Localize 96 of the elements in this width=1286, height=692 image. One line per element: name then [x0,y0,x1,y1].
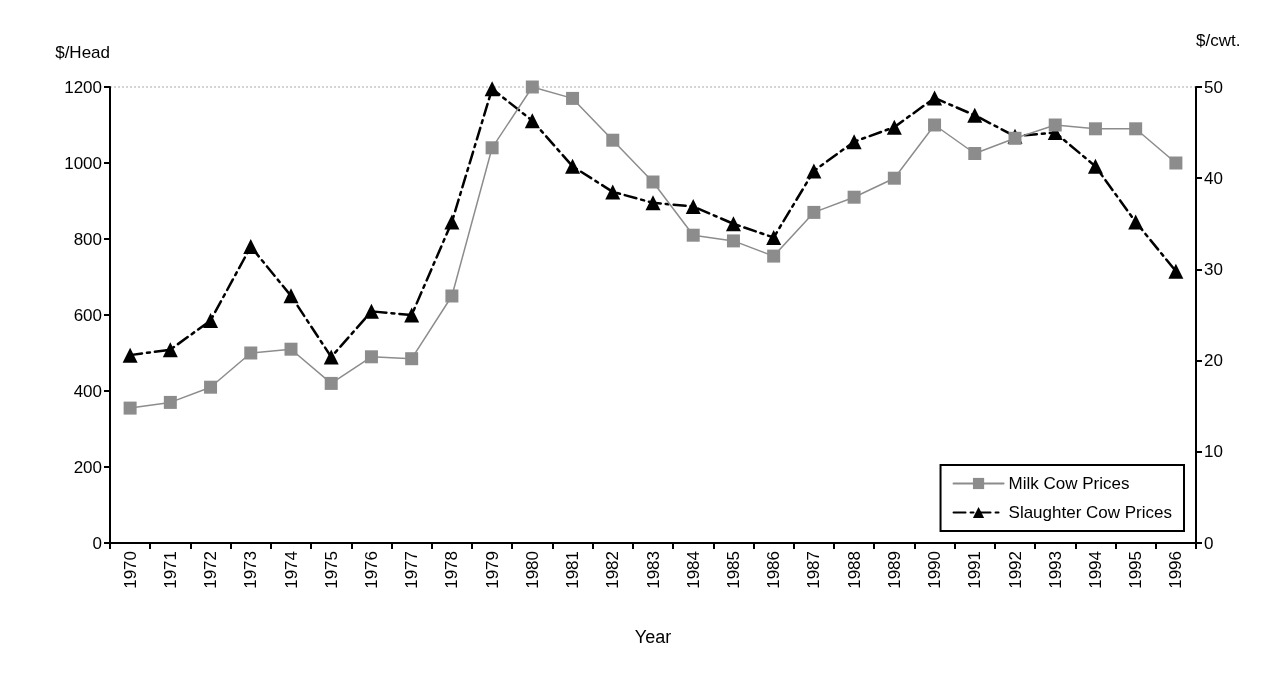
point [766,229,782,245]
x-tick-label: 1982 [603,551,623,589]
y2-tick-label: 0 [1204,533,1214,553]
x-tick-label: 1970 [120,551,140,589]
x-tick-label: 1987 [804,551,824,589]
legend-label: Slaughter Cow Prices [1008,503,1173,522]
y-tick-label: 1200 [64,77,102,97]
point [1048,118,1062,132]
x-axis-title: Year [634,627,672,647]
y2-tick-label: 50 [1204,77,1223,97]
point [646,175,660,189]
point [122,347,138,363]
point [767,249,781,263]
point [484,81,500,97]
x-tick-label: 1990 [925,551,945,589]
y-tick-label: 800 [73,229,102,249]
point [244,346,258,360]
point [162,342,178,358]
x-tick-label: 1975 [321,551,341,589]
y-tick-label: 1000 [64,153,102,173]
x-tick-label: 1983 [643,551,663,589]
y2-tick-label: 40 [1204,168,1223,188]
point [725,216,741,232]
point [404,307,420,323]
x-tick-label: 1993 [1045,551,1065,589]
y-tick-label: 600 [73,305,102,325]
point [967,107,983,123]
y2-tick-label: 20 [1204,351,1223,371]
point [1088,122,1102,136]
point [1128,214,1144,230]
x-tick-label: 1992 [1005,551,1025,589]
point [847,190,861,204]
point [525,80,539,94]
point [364,350,378,364]
point [204,380,218,394]
y-tick-label: 0 [92,533,102,553]
point [565,158,581,174]
x-tick-label: 1976 [361,551,381,589]
point [686,228,700,242]
point [203,312,219,328]
point [726,234,740,248]
point [1087,158,1103,174]
legend-label: Milk Cow Prices [1008,474,1130,493]
x-tick-label: 1988 [844,551,864,589]
point [163,395,177,409]
x-tick-label: 1971 [160,551,180,589]
point [1129,122,1143,136]
point [928,118,942,132]
point [806,163,822,179]
x-tick-label: 1991 [965,551,985,589]
x-tick-label: 1986 [764,551,784,589]
point [886,119,902,135]
x-tick-label: 1985 [723,551,743,589]
x-tick-label: 1984 [683,551,703,589]
x-tick-label: 1977 [402,551,422,589]
point [405,352,419,366]
point [927,90,943,106]
x-tick-label: 1974 [281,551,301,589]
x-tick-label: 1978 [442,551,462,589]
x-tick-label: 1996 [1166,551,1186,589]
point [324,376,338,390]
x-tick-label: 1994 [1085,551,1105,589]
point [1169,156,1183,170]
point [968,147,982,160]
point [284,342,298,356]
x-tick-label: 1981 [563,551,583,589]
x-tick-label: 1972 [201,551,221,589]
x-tick-label: 1995 [1126,551,1146,589]
point [363,303,379,319]
point [123,401,137,415]
y-axis-title: $/Head [55,43,110,62]
point [485,141,499,155]
y2-axis-title: $/cwt. [1196,31,1241,50]
point [323,349,339,365]
y-tick-label: 200 [73,457,102,477]
point [283,288,299,304]
y2-tick-label: 10 [1204,442,1223,462]
point [524,113,540,129]
point [1168,263,1184,279]
x-tick-label: 1973 [241,551,261,589]
point [645,195,661,211]
point [846,134,862,150]
point [606,133,620,147]
point [444,214,460,230]
x-tick-label: 1980 [522,551,542,589]
point [445,289,459,303]
y2-tick-label: 30 [1204,259,1223,279]
point [887,171,901,185]
point [685,198,701,214]
point [566,91,580,105]
x-tick-label: 1989 [884,551,904,589]
point [807,205,821,219]
point [243,239,259,255]
x-tick-label: 1979 [482,551,502,589]
point [605,184,621,200]
y-tick-label: 400 [73,381,102,401]
